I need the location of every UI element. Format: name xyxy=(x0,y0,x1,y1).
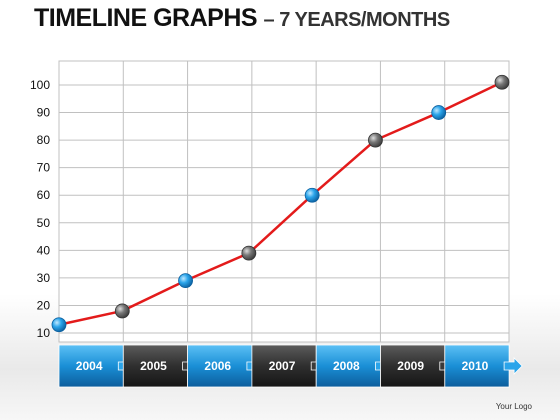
y-tick-label: 10 xyxy=(37,326,51,340)
timeline-box-2007 xyxy=(251,344,317,388)
timeline-arrow-icon xyxy=(503,357,523,375)
y-tick-label: 40 xyxy=(37,243,51,257)
timeline-band: 2004 2005 2006 2007 2008 2009 2010 xyxy=(58,344,523,388)
logo-text: Your Logo xyxy=(495,402,532,411)
y-tick-label: 30 xyxy=(37,271,51,285)
timeline-box-2005 xyxy=(122,344,189,388)
data-markers xyxy=(51,74,510,333)
data-point xyxy=(178,273,193,289)
data-point xyxy=(241,245,257,261)
timeline-box-2009 xyxy=(380,344,446,388)
timeline-box-2010 xyxy=(444,344,510,388)
y-tick-label: 100 xyxy=(30,78,50,92)
timeline-year-label: 2010 xyxy=(462,359,489,373)
series-line xyxy=(58,81,503,326)
y-tick-label: 90 xyxy=(37,106,51,120)
y-tick-label: 50 xyxy=(37,216,51,230)
timeline-box-2004 xyxy=(58,344,124,388)
y-tick-label: 20 xyxy=(37,298,51,312)
grid xyxy=(58,60,510,343)
timeline-year-label: 2005 xyxy=(140,359,167,373)
timeline-year-label: 2008 xyxy=(333,359,360,373)
y-tick-label: 60 xyxy=(37,188,51,202)
timeline-box-2006 xyxy=(187,344,253,388)
y-tick-label: 70 xyxy=(37,161,51,175)
y-tick-label: 80 xyxy=(37,133,51,147)
data-point xyxy=(304,187,320,203)
timeline-year-label: 2007 xyxy=(269,359,296,373)
timeline-year-label: 2009 xyxy=(397,359,424,373)
y-axis-labels: 10 20 30 40 50 60 70 80 90 100 xyxy=(30,78,50,340)
title-main: TIMELINE GRAPHS xyxy=(34,4,258,32)
page-title: TIMELINE GRAPHS – 7 YEARS/MONTHS xyxy=(34,4,450,33)
timeline-year-label: 2006 xyxy=(204,359,231,373)
series-line-layer xyxy=(58,81,503,326)
data-point xyxy=(368,132,383,148)
data-point xyxy=(431,105,447,120)
title-sub: – 7 YEARS/MONTHS xyxy=(263,9,451,31)
data-point xyxy=(51,317,67,333)
timeline-year-label: 2004 xyxy=(76,359,103,373)
timeline-box-2008 xyxy=(315,344,381,388)
plot-area xyxy=(58,60,510,343)
data-point xyxy=(494,74,510,90)
data-point xyxy=(114,303,130,319)
